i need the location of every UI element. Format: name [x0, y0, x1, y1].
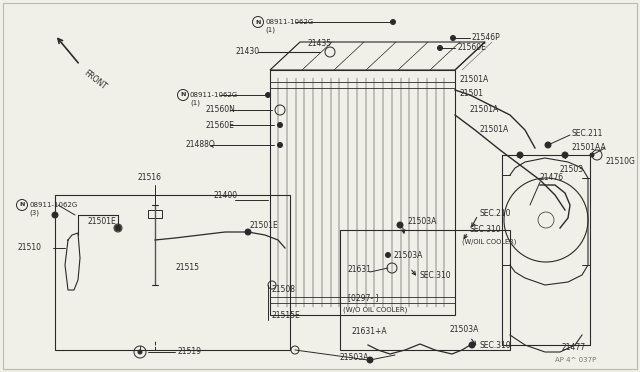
Text: N: N [19, 202, 25, 208]
Text: 21503A: 21503A [393, 250, 422, 260]
Circle shape [438, 45, 442, 51]
Text: 21515: 21515 [175, 263, 199, 273]
Text: SEC.211: SEC.211 [572, 128, 604, 138]
Circle shape [517, 152, 523, 158]
Text: 21435: 21435 [308, 39, 332, 48]
Text: 21501: 21501 [460, 89, 484, 97]
Text: 21560N: 21560N [205, 106, 235, 115]
Text: 21508: 21508 [272, 285, 296, 295]
Text: 21503A: 21503A [408, 218, 437, 227]
Text: 21501E: 21501E [250, 221, 279, 230]
Text: [0297- ]: [0297- ] [348, 294, 378, 302]
Text: 21515E: 21515E [272, 311, 301, 320]
Text: SEC.310: SEC.310 [470, 225, 502, 234]
Text: 21430: 21430 [235, 48, 259, 57]
Text: 21516: 21516 [138, 173, 162, 183]
Text: 08911-1062G: 08911-1062G [29, 202, 77, 208]
Circle shape [367, 357, 373, 363]
Text: 21503A: 21503A [450, 326, 479, 334]
Text: 08911-1062G: 08911-1062G [190, 92, 238, 98]
Bar [270, 70, 455, 315]
Text: 21519: 21519 [178, 347, 202, 356]
Circle shape [390, 19, 396, 25]
Text: 21503A: 21503A [340, 353, 369, 362]
Text: SEC.310: SEC.310 [480, 340, 511, 350]
Text: 21501A: 21501A [470, 106, 499, 115]
Text: AP 4^ 037P: AP 4^ 037P [555, 357, 596, 363]
Circle shape [469, 342, 475, 348]
Circle shape [278, 122, 282, 128]
Circle shape [385, 253, 390, 257]
Text: 21501A: 21501A [480, 125, 509, 135]
Circle shape [397, 222, 403, 228]
Circle shape [115, 225, 121, 231]
Text: 21546P: 21546P [472, 33, 500, 42]
Text: 21501E: 21501E [88, 218, 116, 227]
Text: 21631+A: 21631+A [352, 327, 388, 337]
Circle shape [266, 93, 271, 97]
Text: 21488Q: 21488Q [185, 141, 215, 150]
Text: (1): (1) [265, 27, 275, 33]
Text: (W/O OIL COOLER): (W/O OIL COOLER) [343, 307, 408, 313]
Text: (W/OIL COOLER): (W/OIL COOLER) [462, 239, 516, 245]
Text: N: N [255, 19, 260, 25]
Text: 08911-1062G: 08911-1062G [265, 19, 313, 25]
Circle shape [562, 152, 568, 158]
Text: 21477: 21477 [562, 343, 586, 353]
Circle shape [590, 153, 594, 157]
Circle shape [278, 142, 282, 148]
Text: 21501AA: 21501AA [572, 144, 607, 153]
Bar [148, 210, 162, 218]
Text: SEC.310: SEC.310 [420, 270, 452, 279]
Text: SEC.210: SEC.210 [480, 208, 511, 218]
Circle shape [52, 212, 58, 218]
Text: 21631: 21631 [348, 266, 372, 275]
Bar [55, 195, 290, 350]
Text: 21400: 21400 [213, 190, 237, 199]
Text: 21560E: 21560E [205, 121, 234, 129]
Circle shape [245, 229, 251, 235]
Text: 21503: 21503 [560, 166, 584, 174]
Bar [340, 230, 510, 350]
Text: 21476: 21476 [540, 173, 564, 182]
Circle shape [138, 350, 142, 354]
Text: FRONT: FRONT [82, 68, 108, 91]
Circle shape [451, 35, 456, 41]
Text: 21560E: 21560E [457, 44, 486, 52]
Text: 21510G: 21510G [606, 157, 636, 167]
Text: 21501A: 21501A [460, 76, 489, 84]
Text: N: N [180, 93, 186, 97]
Text: (1): (1) [190, 100, 200, 106]
Text: 21510: 21510 [18, 244, 42, 253]
Circle shape [545, 142, 551, 148]
Text: (3): (3) [29, 210, 39, 216]
